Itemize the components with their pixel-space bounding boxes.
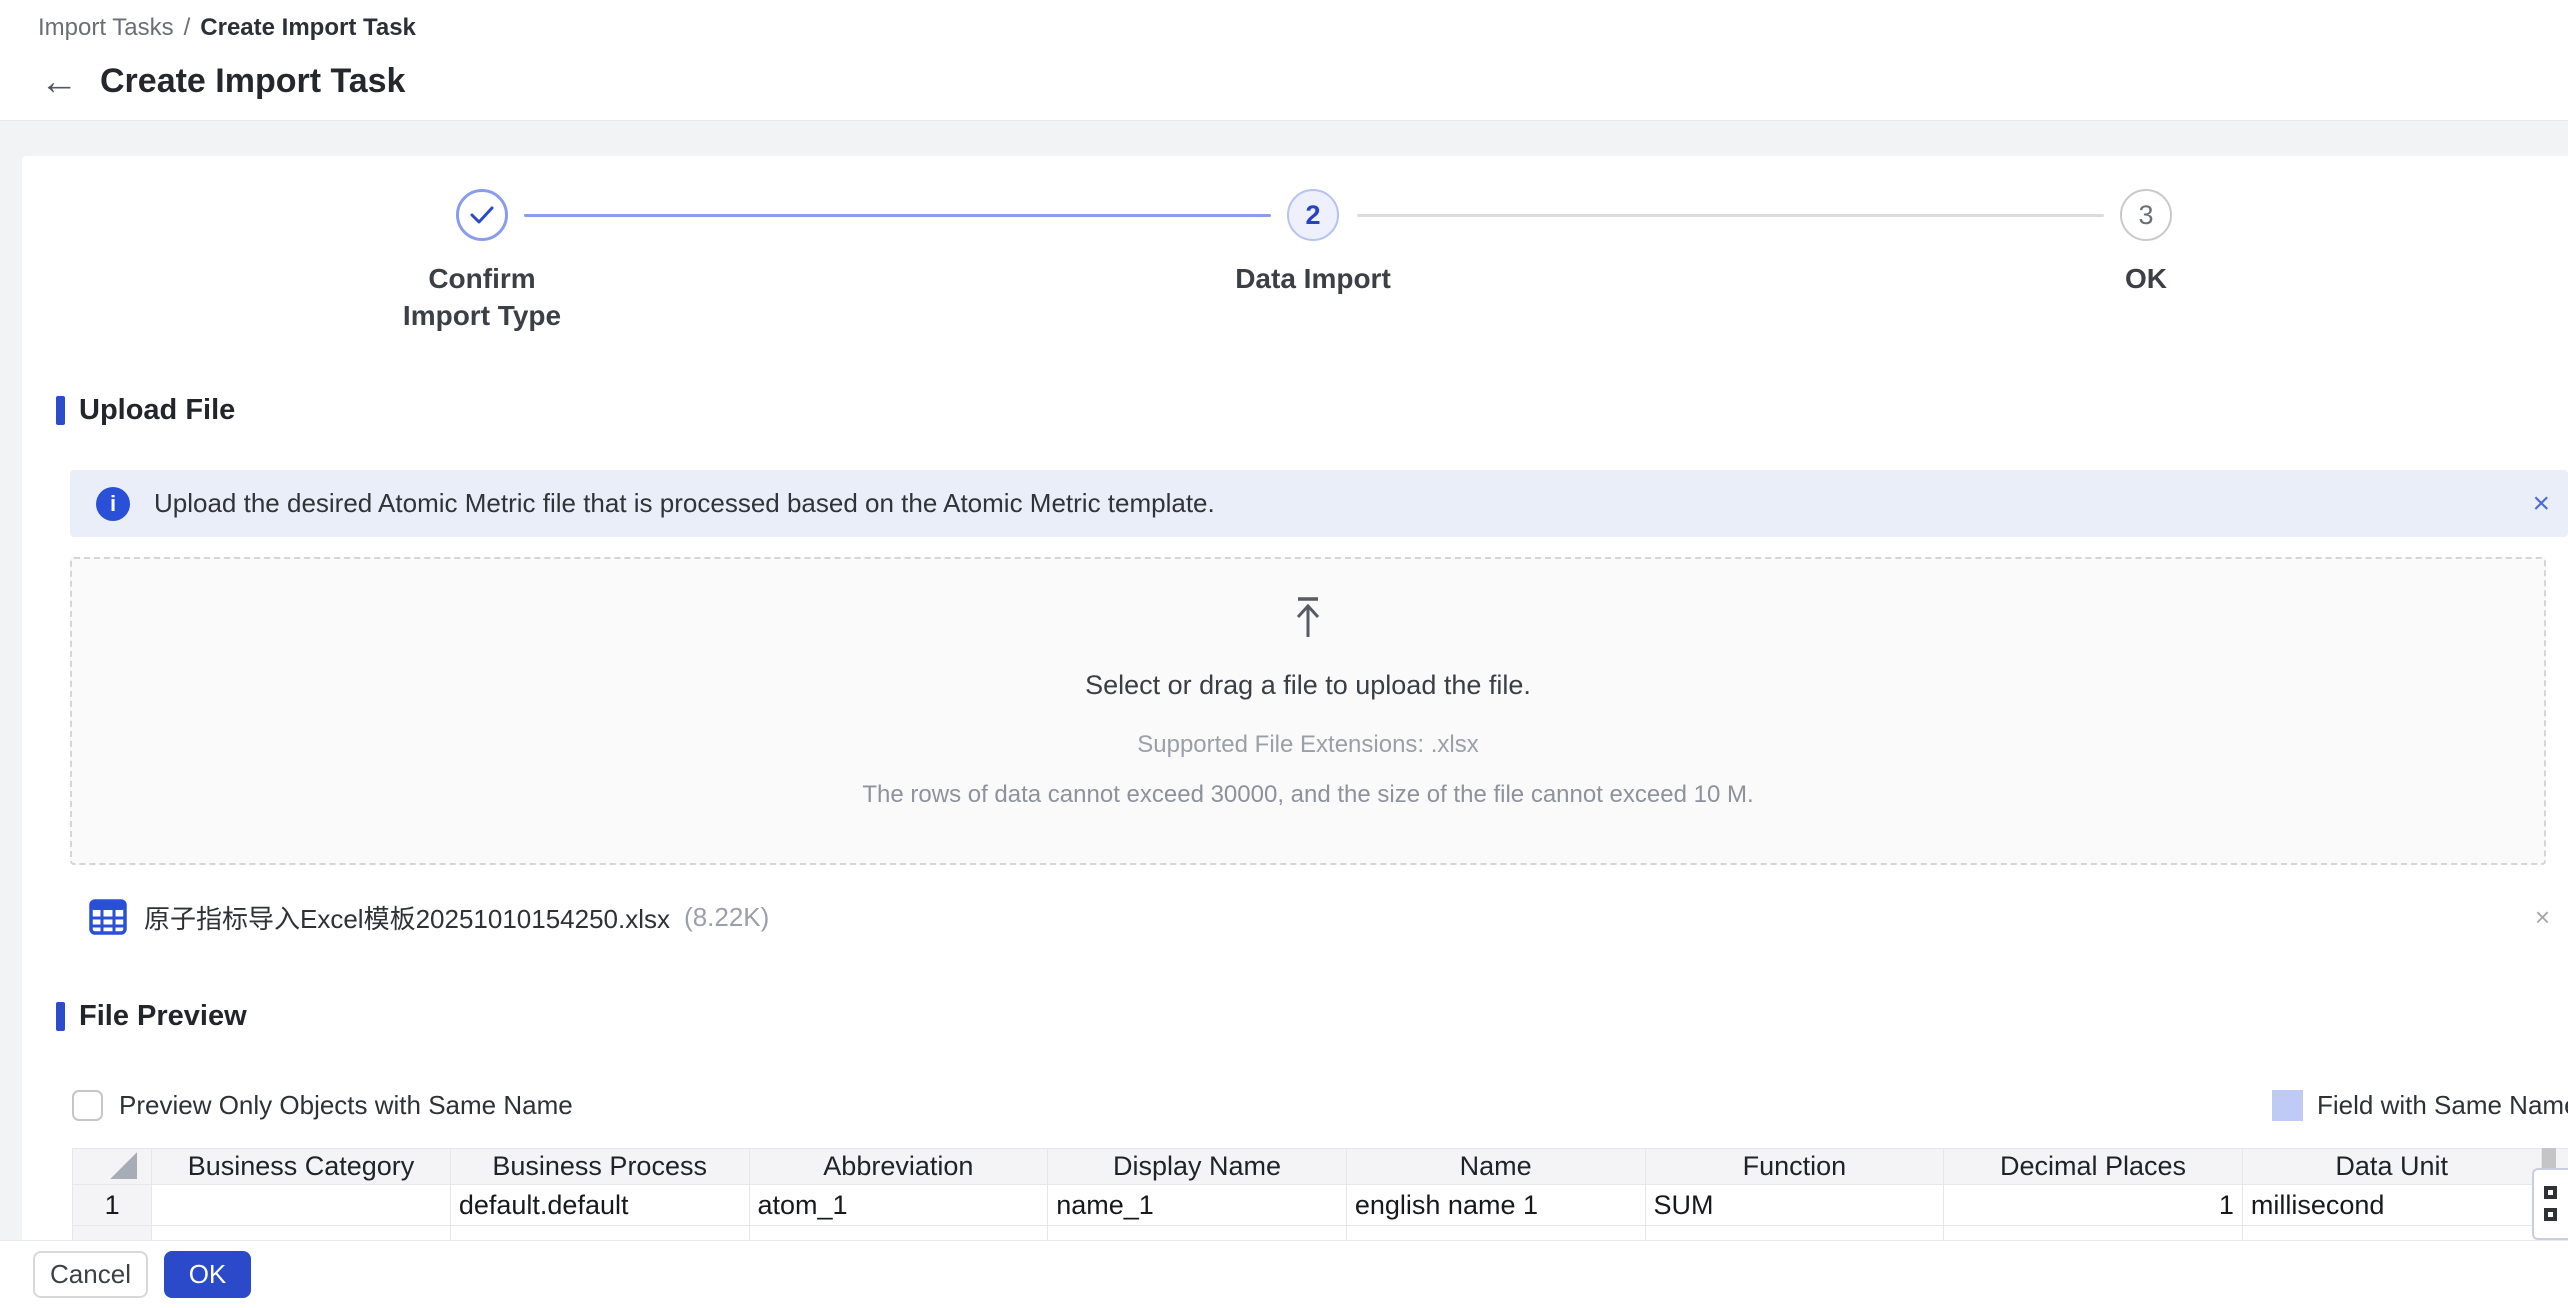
footer-bar: Cancel OK bbox=[0, 1240, 2568, 1308]
column-settings-button[interactable] bbox=[2532, 1168, 2568, 1240]
step-3-circle: 3 bbox=[2120, 189, 2172, 241]
col-function: Function bbox=[1644, 1148, 1945, 1185]
spreadsheet-icon bbox=[89, 899, 127, 935]
same-name-checkbox[interactable] bbox=[72, 1090, 103, 1121]
info-banner: i Upload the desired Atomic Metric file … bbox=[70, 470, 2568, 537]
file-remove-icon[interactable]: × bbox=[2534, 901, 2550, 932]
upload-file-title: Upload File bbox=[79, 394, 236, 426]
file-preview-table: Business Category Business Process Abbre… bbox=[72, 1148, 2568, 1240]
header-divider bbox=[0, 120, 2568, 121]
step-3-label: OK bbox=[2125, 263, 2167, 294]
breadcrumb-current: Create Import Task bbox=[200, 14, 416, 41]
col-business-category: Business Category bbox=[151, 1148, 451, 1185]
back-arrow-icon[interactable]: ← bbox=[40, 60, 78, 103]
title-bar: ← Create Import Task bbox=[40, 62, 405, 101]
cell-business-category bbox=[151, 1184, 451, 1226]
select-all-corner-cell[interactable] bbox=[72, 1148, 153, 1185]
step-1-label: Confirm Import Type bbox=[402, 263, 562, 331]
grid-icon bbox=[2544, 1186, 2568, 1226]
same-name-legend: Field with Same Name bbox=[2272, 1090, 2568, 1121]
cancel-button[interactable]: Cancel bbox=[33, 1251, 148, 1298]
file-size: (8.22K) bbox=[684, 901, 770, 932]
cell-function: SUM bbox=[1644, 1184, 1945, 1226]
cell-data-unit: millisecond bbox=[2241, 1184, 2542, 1226]
legend-color-swatch bbox=[2272, 1090, 2303, 1121]
row-index: 1 bbox=[72, 1184, 153, 1226]
info-icon: i bbox=[96, 486, 130, 521]
step-2-circle: 2 bbox=[1287, 189, 1339, 241]
col-data-unit: Data Unit bbox=[2241, 1148, 2542, 1185]
upload-icon bbox=[72, 595, 2544, 644]
file-name: 原子指标导入Excel模板20251010154250.xlsx bbox=[144, 903, 671, 934]
section-accent-bar bbox=[56, 1002, 65, 1031]
cell-business-process: default.default bbox=[449, 1184, 750, 1226]
dropzone-extensions-hint: Supported File Extensions: .xlsx bbox=[1137, 731, 1479, 758]
step-connector-2 bbox=[1357, 214, 2104, 217]
col-name: Name bbox=[1345, 1148, 1646, 1185]
dropzone-main-text: Select or drag a file to upload the file… bbox=[1085, 670, 1531, 700]
table-row-clipped bbox=[72, 1225, 2568, 1240]
file-preview-section-heading: File Preview bbox=[56, 1000, 247, 1033]
step-2-label: Data Import bbox=[1235, 263, 1391, 294]
cell-display-name: name_1 bbox=[1047, 1184, 1347, 1226]
col-display-name: Display Name bbox=[1047, 1148, 1347, 1185]
table-row[interactable]: 1 default.default atom_1 name_1 english … bbox=[72, 1184, 2568, 1226]
corner-triangle-icon bbox=[110, 1152, 138, 1179]
col-decimal-places: Decimal Places bbox=[1943, 1148, 2243, 1185]
breadcrumb-separator: / bbox=[183, 14, 191, 41]
same-name-checkbox-label: Preview Only Objects with Same Name bbox=[119, 1090, 573, 1120]
uploaded-file-item[interactable]: 原子指标导入Excel模板20251010154250.xlsx (8.22K)… bbox=[88, 893, 2558, 941]
cell-name: english name 1 bbox=[1345, 1184, 1646, 1226]
preview-filter-row: Preview Only Objects with Same Name bbox=[72, 1090, 573, 1121]
dropzone-limits-hint: The rows of data cannot exceed 30000, an… bbox=[862, 781, 1754, 808]
check-icon bbox=[470, 206, 494, 224]
cell-decimal-places: 1 bbox=[1943, 1184, 2243, 1226]
page-title: Create Import Task bbox=[100, 62, 406, 100]
breadcrumb-parent[interactable]: Import Tasks bbox=[38, 14, 174, 41]
file-dropzone[interactable]: Select or drag a file to upload the file… bbox=[70, 557, 2546, 865]
step-1-circle bbox=[456, 189, 508, 241]
step-2-number: 2 bbox=[1305, 199, 1321, 230]
step-connector-1 bbox=[524, 214, 1271, 217]
ok-button[interactable]: OK bbox=[164, 1251, 251, 1298]
banner-close-icon[interactable]: × bbox=[2532, 486, 2550, 520]
file-preview-title: File Preview bbox=[79, 1000, 247, 1032]
table-header-row: Business Category Business Process Abbre… bbox=[72, 1148, 2568, 1185]
cell-abbreviation: atom_1 bbox=[748, 1184, 1049, 1226]
legend-label: Field with Same Name bbox=[2317, 1090, 2568, 1120]
info-banner-text: Upload the desired Atomic Metric file th… bbox=[154, 488, 1215, 518]
breadcrumb: Import Tasks / Create Import Task bbox=[38, 14, 416, 42]
step-3-number: 3 bbox=[2138, 199, 2154, 230]
upload-file-section-heading: Upload File bbox=[56, 394, 235, 427]
col-business-process: Business Process bbox=[449, 1148, 750, 1185]
section-accent-bar bbox=[56, 396, 65, 425]
col-abbreviation: Abbreviation bbox=[748, 1148, 1049, 1185]
